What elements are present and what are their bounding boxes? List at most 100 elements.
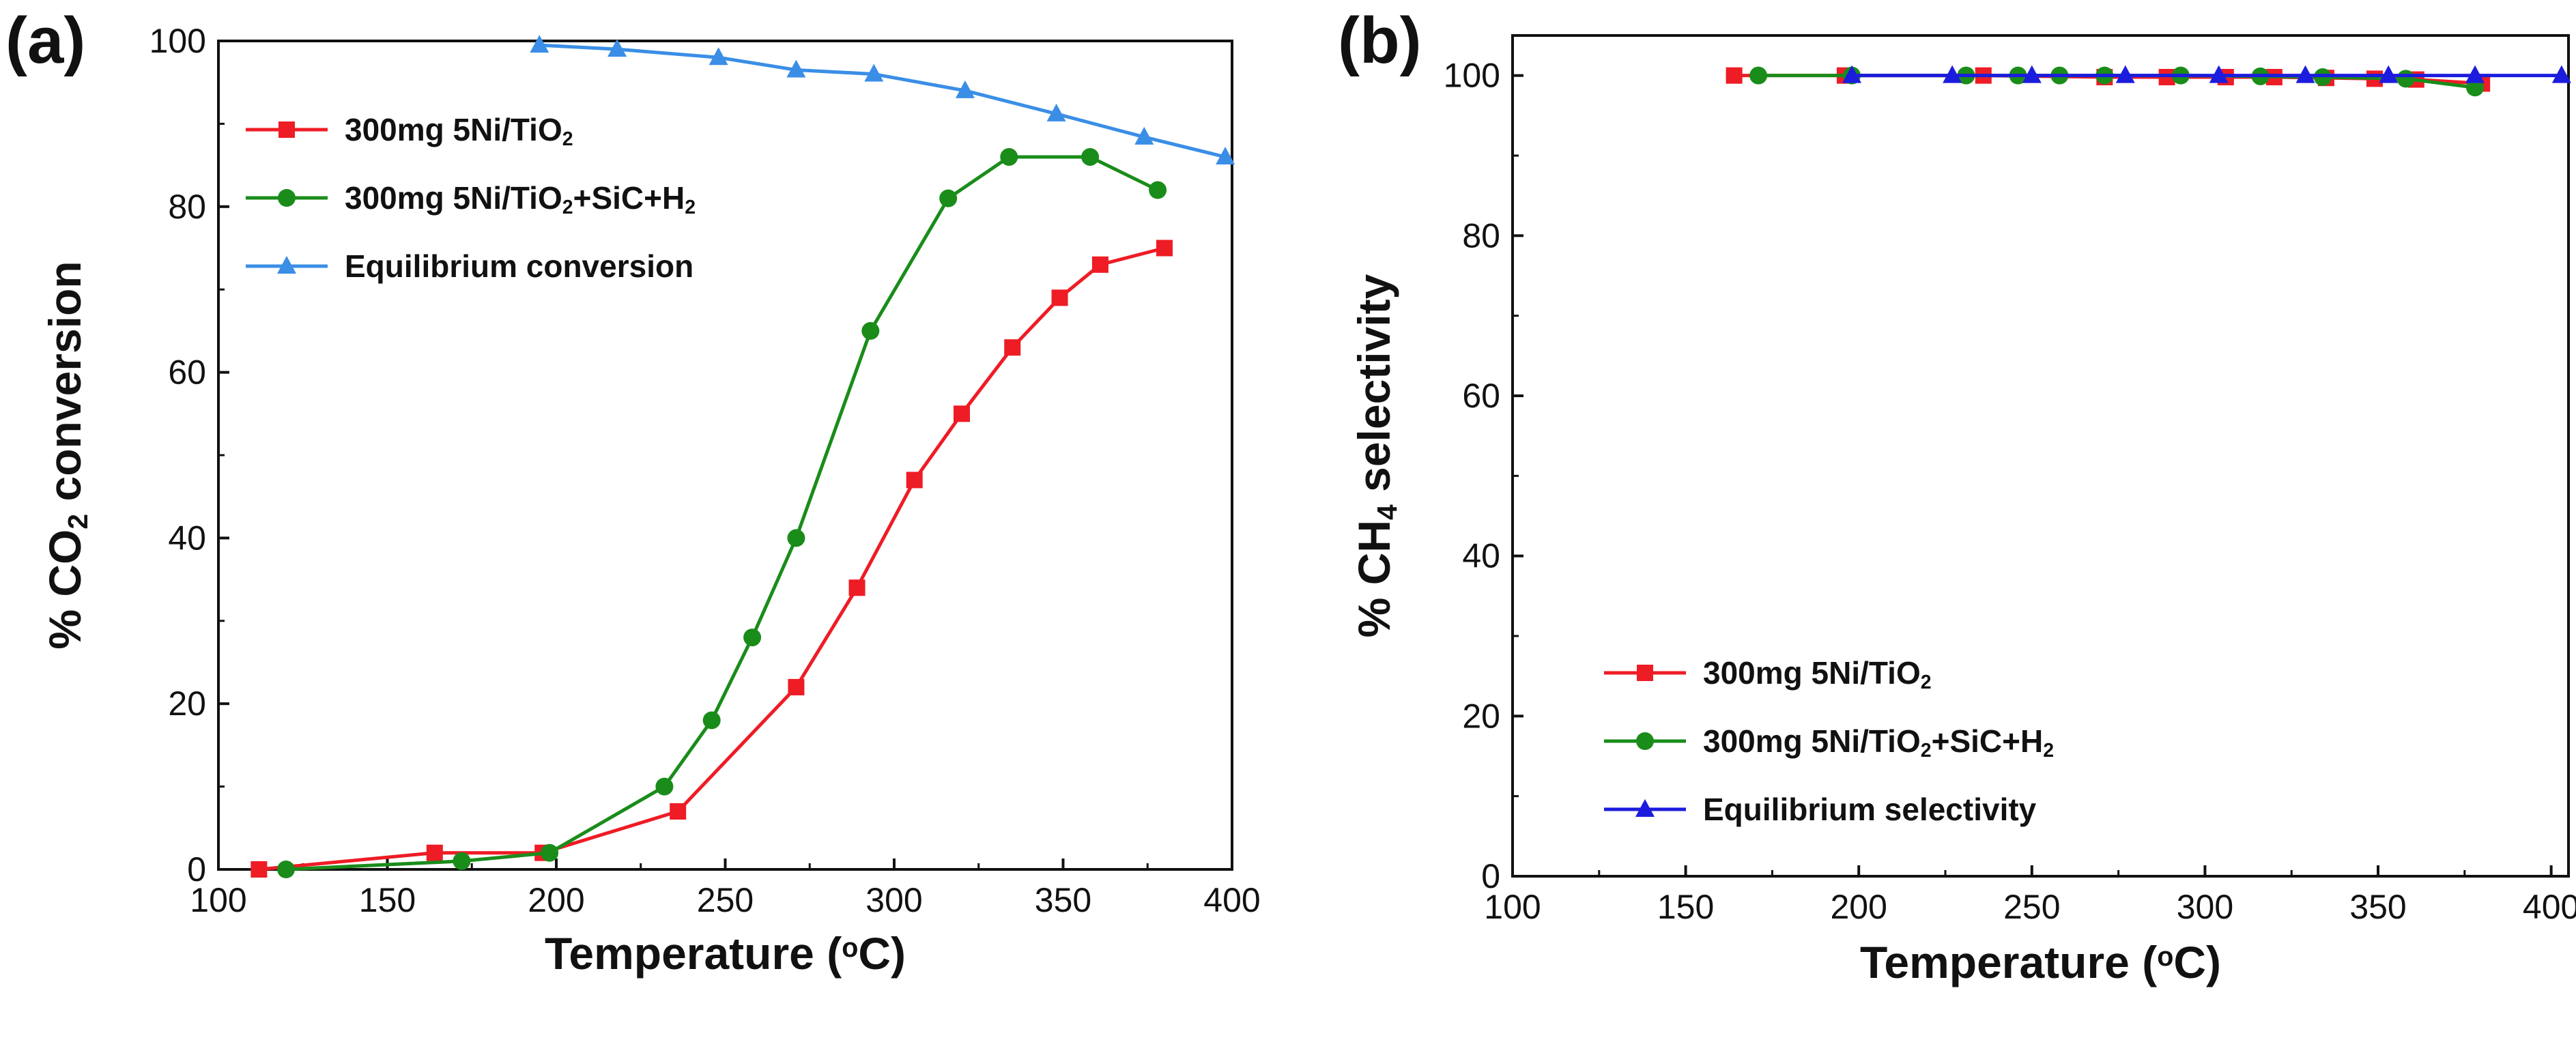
y-tick-label: 60 [1462, 377, 1500, 415]
data-point [530, 35, 549, 53]
data-point [955, 80, 975, 98]
legend-marker [1637, 665, 1653, 681]
panel-a: (a) 100 150 200 250 300 350 400 0 20 40 60 80 100 Temp… [5, 4, 1261, 979]
legend-marker [278, 189, 296, 207]
x-tick-label: 150 [1657, 888, 1714, 926]
data-point [1000, 147, 1018, 166]
data-point [2379, 65, 2399, 83]
data-point [670, 803, 687, 820]
data-point [1149, 181, 1167, 199]
x-tick-label: 300 [2177, 888, 2233, 926]
data-point [787, 529, 805, 547]
y-tick-label: 20 [168, 684, 206, 723]
data-point [2295, 65, 2315, 83]
legend-label: 300mg 5Ni/TiO2+SiC+H2 [345, 180, 696, 218]
legend-entry: Equilibrium conversion [246, 248, 693, 284]
data-point [277, 861, 295, 878]
x-tick-label: 350 [2349, 888, 2406, 926]
data-point [1091, 256, 1108, 273]
data-point [426, 844, 443, 861]
data-point [541, 843, 559, 862]
data-point [954, 405, 970, 422]
x-tick-label: 200 [1830, 888, 1887, 926]
data-point [861, 321, 880, 340]
legend-label: 300mg 5Ni/TiO2 [345, 112, 573, 150]
data-point [1216, 146, 1235, 164]
y-tick-label: 0 [1481, 857, 1500, 895]
x-tick-label: 350 [1035, 881, 1091, 919]
x-axis-title: Temperature (oC) [1860, 937, 2221, 987]
legend-entry: Equilibrium selectivity [1604, 792, 2037, 827]
data-point [1051, 289, 1068, 306]
y-axis-title: % CH4 selectivity [1349, 274, 1403, 637]
data-point [702, 711, 721, 730]
series-line [259, 246, 1165, 871]
panel-label: (b) [1338, 4, 1422, 77]
series-2 [530, 35, 1235, 164]
data-point [2209, 65, 2229, 83]
data-point [1134, 126, 1154, 145]
legend-label: 300mg 5Ni/TiO2+SiC+H2 [1703, 723, 2054, 762]
y-tick-label: 20 [1462, 697, 1500, 735]
legend-label: Equilibrium conversion [345, 248, 693, 284]
y-axis-title: % CO2 conversion [40, 261, 94, 649]
plot-frame [1511, 34, 2570, 878]
data-point [906, 472, 923, 489]
data-point [1004, 339, 1021, 356]
y-tick-label: 100 [149, 22, 206, 60]
data-point [2022, 65, 2042, 83]
data-point [848, 579, 865, 596]
series-0 [251, 240, 1173, 878]
data-point [2465, 65, 2485, 83]
panel-b: (b) 100 150 200 250 300 350 400 0 20 40 60 80 100 Temp… [1338, 4, 2576, 987]
data-point [1726, 67, 1743, 84]
x-tick-label: 400 [1203, 881, 1260, 919]
legend-entry: 300mg 5Ni/TiO2+SiC+H2 [1604, 723, 2054, 762]
data-point [1156, 240, 1173, 257]
panel-label: (a) [5, 4, 85, 77]
x-tick-label: 200 [528, 881, 584, 919]
legend-marker [1636, 732, 1654, 750]
legend-marker [277, 256, 296, 274]
series-2 [1842, 65, 2571, 83]
data-point [2115, 65, 2135, 83]
legend-marker [1635, 799, 1655, 817]
data-point [743, 629, 762, 647]
plot-frame [217, 40, 1233, 871]
data-point [453, 852, 471, 870]
x-tick-label: 100 [190, 881, 246, 919]
x-axis-title: Temperature (oC) [545, 928, 906, 979]
data-point [786, 59, 806, 78]
x-tick-label: 400 [2523, 888, 2576, 926]
y-tick-label: 0 [187, 850, 206, 889]
series-1 [277, 147, 1167, 878]
data-point [709, 47, 728, 66]
data-point [788, 678, 805, 695]
legend-entry: 300mg 5Ni/TiO2+SiC+H2 [246, 180, 696, 218]
x-tick-label: 100 [1484, 888, 1541, 926]
x-tick-label: 250 [697, 881, 754, 919]
y-tick-label: 80 [1462, 216, 1500, 255]
data-point [655, 777, 674, 796]
data-point [251, 861, 268, 878]
data-point [1749, 66, 1768, 85]
legend-label: 300mg 5Ni/TiO2 [1703, 655, 1932, 693]
y-tick-label: 100 [1444, 57, 1500, 95]
data-point [1081, 147, 1100, 166]
legend-marker [278, 121, 295, 138]
y-tick-label: 40 [1462, 537, 1500, 575]
data-point [864, 63, 884, 82]
data-point [1842, 65, 1862, 83]
data-point [2551, 65, 2571, 83]
data-point [2396, 70, 2415, 88]
y-tick-label: 40 [168, 519, 206, 557]
y-tick-label: 80 [168, 188, 206, 226]
data-point [1943, 65, 1962, 83]
legend-entry: 300mg 5Ni/TiO2 [246, 112, 573, 150]
legend-label: Equilibrium selectivity [1703, 792, 2037, 827]
data-point [1046, 103, 1066, 121]
y-tick-label: 60 [168, 353, 206, 392]
data-point [2466, 78, 2485, 97]
x-tick-label: 250 [2003, 888, 2060, 926]
